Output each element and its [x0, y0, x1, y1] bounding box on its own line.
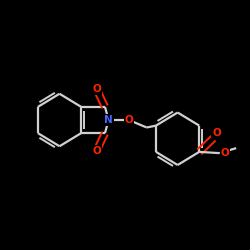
Text: O: O: [124, 115, 133, 125]
Text: O: O: [212, 128, 221, 138]
Text: N: N: [104, 115, 113, 125]
Text: O: O: [92, 84, 101, 94]
Text: O: O: [220, 148, 229, 158]
Text: O: O: [92, 146, 101, 156]
